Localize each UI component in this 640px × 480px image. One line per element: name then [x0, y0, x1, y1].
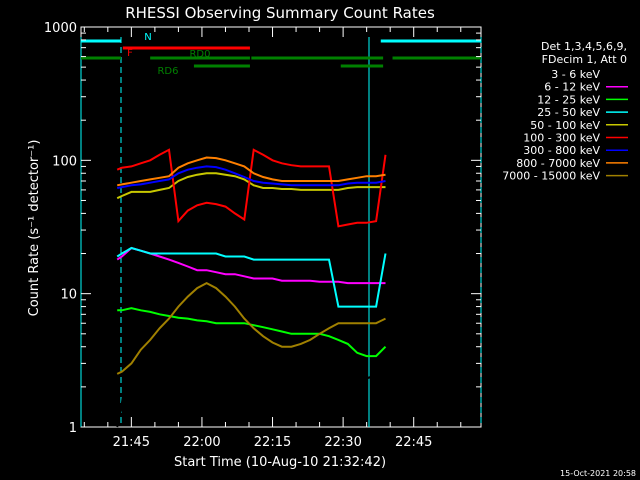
legend-entry-6: 300 - 800 keV: [523, 144, 600, 157]
y-tick-label: 1: [69, 421, 77, 436]
legend-header-line2: FDecim 1, Att 0: [542, 53, 627, 66]
y-tick-label: 100: [52, 154, 77, 169]
series-line-8: [116, 281, 386, 375]
legend-entry-7: 800 - 7000 keV: [516, 157, 600, 170]
legend-header-line1: Det 1,3,4,5,6,9,: [541, 40, 627, 53]
legend: Det 1,3,4,5,6,9, FDecim 1, Att 0 3 - 6 k…: [502, 40, 628, 183]
timestamp: 15-Oct-2021 20:58: [560, 469, 636, 478]
flag-label-f: F: [127, 48, 133, 59]
series-line-0: [116, 261, 386, 428]
x-axis-ticks: 21:45 22:00 22:15 22:30 22:45: [83, 27, 462, 450]
series-line-3: [116, 246, 387, 308]
x-tick-label: 22:30: [324, 435, 361, 450]
y-tick-label: 1000: [44, 21, 77, 36]
series-line-5: [116, 148, 387, 228]
x-tick-label: 22:00: [183, 435, 220, 450]
plot-area: NF RD0 RD6 1 10 100 1000 21:45 22:00 22:15 22:30…: [44, 21, 482, 450]
vertical-markers: [80, 37, 482, 427]
x-tick-label: 22:45: [395, 435, 432, 450]
x-axis-label: Start Time (10-Aug-10 21:32:42): [174, 455, 386, 470]
chart-title: RHESSI Observing Summary Count Rates: [125, 4, 435, 22]
flag-label-n: N: [144, 32, 151, 43]
legend-entry-1: 6 - 12 keV: [544, 81, 600, 94]
y-axis-ticks: 1 10 100 1000: [44, 21, 481, 436]
y-tick-label: 10: [60, 288, 77, 303]
series-line-1: [116, 246, 386, 285]
flag-label-rd0: RD0: [189, 49, 210, 60]
series-line-7: [117, 156, 386, 187]
legend-entry-0: 3 - 6 keV: [551, 68, 600, 81]
y-axis-label: Count Rate (s⁻¹ detector⁻¹): [27, 140, 42, 317]
x-tick-label: 21:45: [113, 435, 150, 450]
observing-flags: NF RD0 RD6: [81, 32, 481, 77]
x-tick-label: 22:15: [254, 435, 291, 450]
legend-entry-2: 12 - 25 keV: [537, 93, 600, 106]
series-line-6: [117, 165, 386, 189]
legend-entry-3: 25 - 50 keV: [537, 106, 600, 119]
legend-entry-4: 50 - 100 keV: [530, 119, 600, 132]
legend-entry-8: 7000 - 15000 keV: [502, 170, 600, 183]
flag-label-rd6: RD6: [157, 66, 178, 77]
legend-entry-5: 100 - 300 keV: [523, 132, 600, 145]
series-lines: [116, 148, 387, 428]
